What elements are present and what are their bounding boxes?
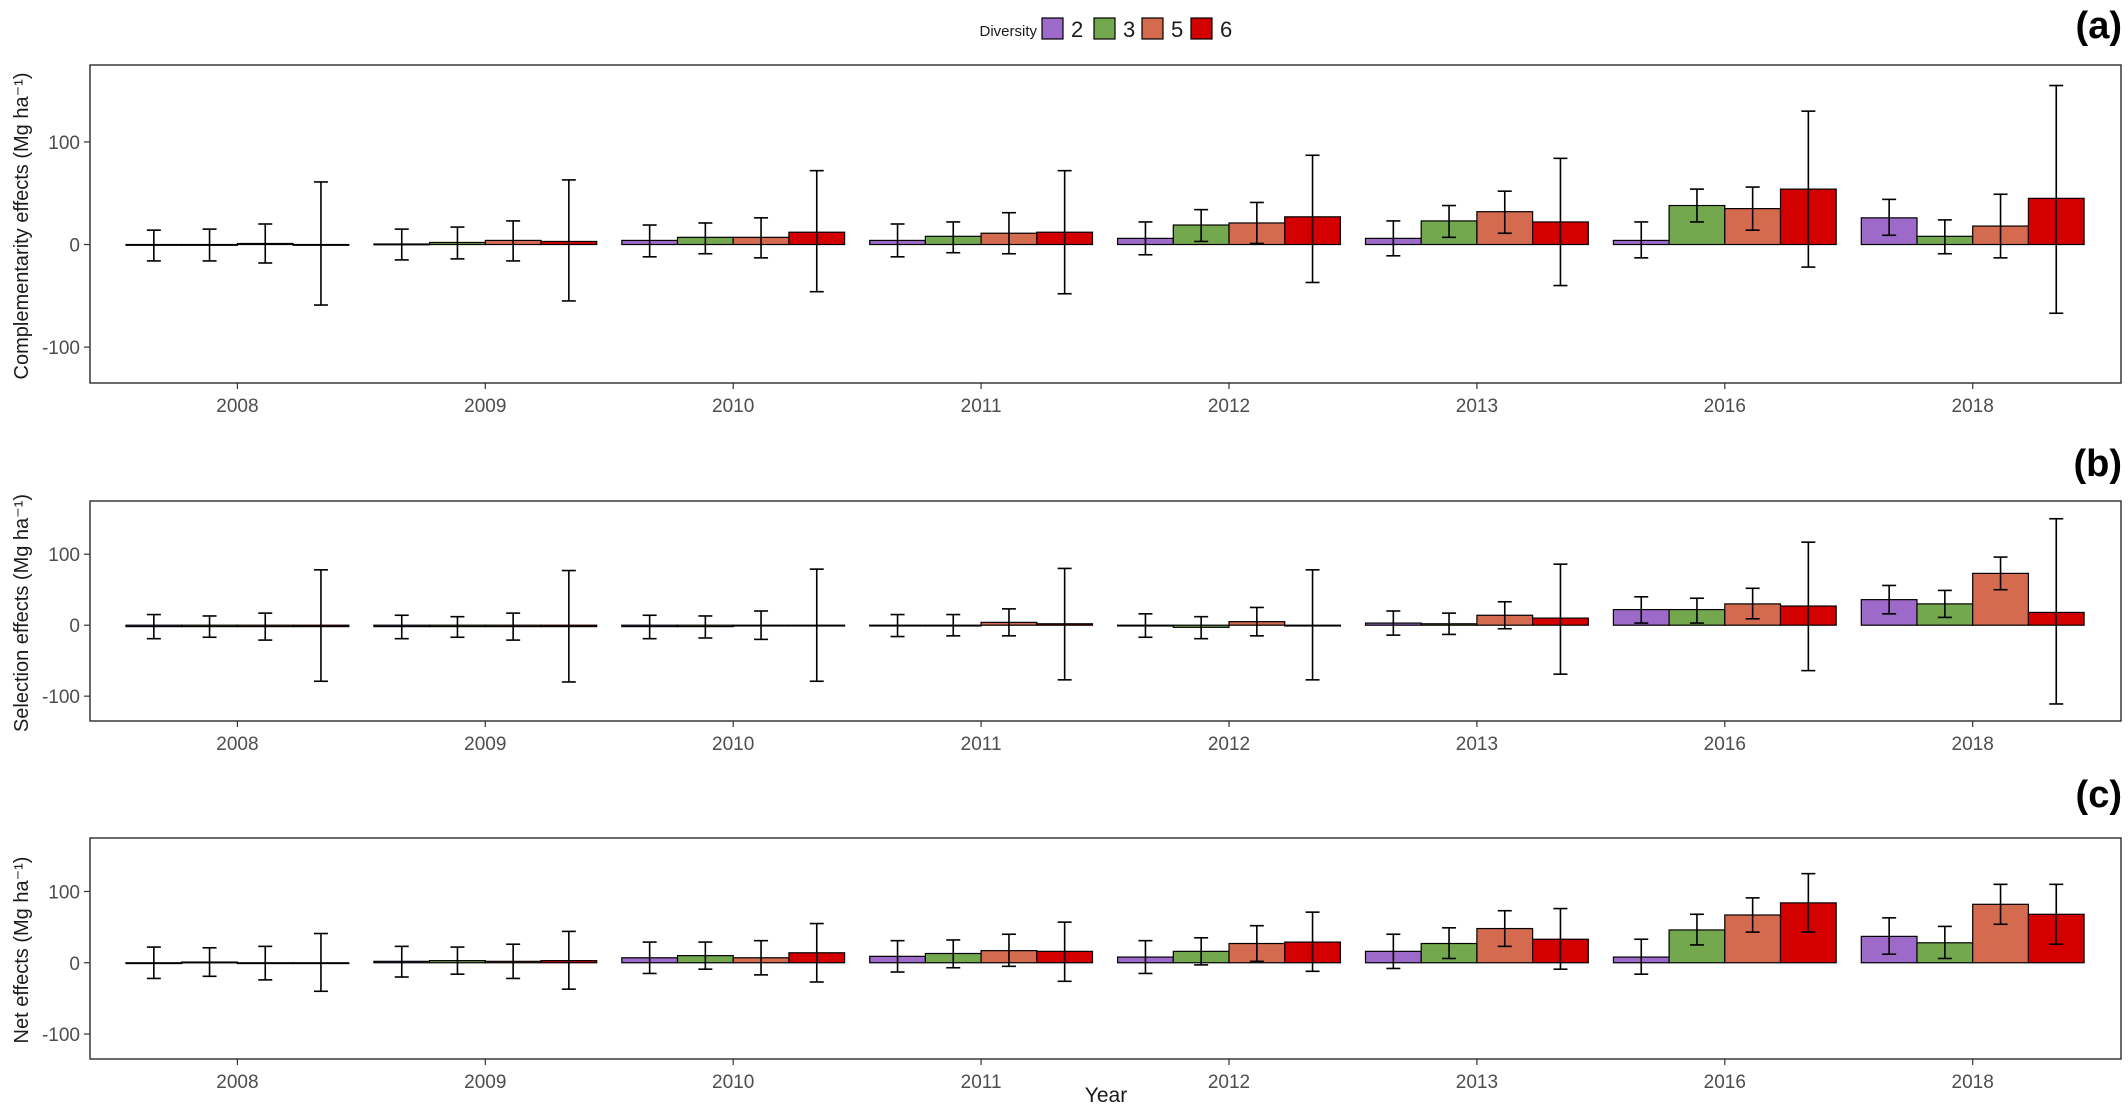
legend-title: Diversity bbox=[979, 23, 1037, 40]
legend: Diversity 2 3 5 6 bbox=[979, 17, 1232, 42]
x-tick-label: 2013 bbox=[1456, 1072, 1498, 1093]
legend-label-3: 3 bbox=[1123, 17, 1135, 42]
y-tick-label: 0 bbox=[69, 236, 80, 257]
x-tick-label: 2010 bbox=[712, 396, 754, 417]
y-tick-label: -100 bbox=[42, 338, 80, 359]
legend-swatch-3 bbox=[1093, 17, 1116, 40]
x-tick-label: 2018 bbox=[1952, 396, 1994, 417]
x-tick-label: 2012 bbox=[1208, 1072, 1250, 1093]
x-tick-label: 2016 bbox=[1704, 734, 1746, 755]
panel-label-a: (a) bbox=[2076, 5, 2122, 47]
y-axis-label-a: Complementarity effects (Mg ha⁻¹) bbox=[11, 73, 33, 380]
x-tick-label: 2018 bbox=[1952, 734, 1994, 755]
x-tick-label: 2016 bbox=[1704, 396, 1746, 417]
x-tick-label: 2016 bbox=[1704, 1072, 1746, 1093]
y-tick-label: -100 bbox=[42, 1025, 80, 1046]
x-axis-label: Year bbox=[1085, 1084, 1127, 1107]
panel-selection: (b) Selection effects (Mg ha⁻¹) -100 0 100… bbox=[11, 443, 2122, 755]
x-tick-label: 2018 bbox=[1952, 1072, 1994, 1093]
y-tick-label: -100 bbox=[42, 687, 80, 708]
x-tick-label: 2012 bbox=[1208, 734, 1250, 755]
x-tick-label: 2008 bbox=[216, 396, 258, 417]
x-tick-label: 2011 bbox=[961, 1072, 1002, 1093]
x-tick-label: 2008 bbox=[216, 734, 258, 755]
x-tick-label: 2011 bbox=[961, 734, 1002, 755]
x-tick-label: 2010 bbox=[712, 1072, 754, 1093]
x-tick-label: 2009 bbox=[464, 1072, 506, 1093]
x-tick-label: 2013 bbox=[1456, 734, 1498, 755]
y-tick-label: 0 bbox=[69, 616, 80, 637]
legend-label-2: 2 bbox=[1071, 17, 1083, 42]
y-axis-label-b: Selection effects (Mg ha⁻¹) bbox=[11, 494, 33, 732]
x-tick-label: 2012 bbox=[1208, 396, 1250, 417]
x-tick-label: 2010 bbox=[712, 734, 754, 755]
y-tick-label: 100 bbox=[48, 882, 80, 903]
panel-complementarity: (a) Complementarity effects (Mg ha⁻¹) -1… bbox=[11, 5, 2122, 417]
panel-label-c: (c) bbox=[2076, 774, 2122, 816]
legend-swatch-5 bbox=[1141, 17, 1164, 40]
y-tick-label: 100 bbox=[48, 133, 80, 154]
legend-swatch-2 bbox=[1041, 17, 1064, 40]
x-tick-label: 2009 bbox=[464, 396, 506, 417]
panel-label-b: (b) bbox=[2073, 443, 2122, 485]
x-tick-label: 2009 bbox=[464, 734, 506, 755]
y-tick-label: 0 bbox=[69, 954, 80, 975]
x-tick-label: 2008 bbox=[216, 1072, 258, 1093]
y-axis-label-c: Net effects (Mg ha⁻¹) bbox=[11, 857, 33, 1044]
panel-net: (c) Net effects (Mg ha⁻¹) Year -100 0 100 2… bbox=[11, 774, 2122, 1107]
legend-label-5: 5 bbox=[1171, 17, 1183, 42]
legend-swatch-6 bbox=[1190, 17, 1213, 40]
x-tick-label: 2011 bbox=[961, 396, 1002, 417]
y-tick-label: 100 bbox=[48, 545, 80, 566]
legend-label-6: 6 bbox=[1220, 17, 1232, 42]
x-tick-label: 2013 bbox=[1456, 396, 1498, 417]
